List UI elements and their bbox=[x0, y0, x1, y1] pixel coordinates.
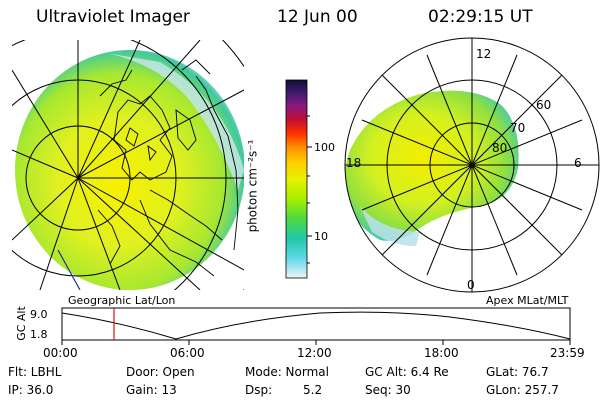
status-glat: GLat: 76.7 bbox=[486, 365, 549, 379]
status-filter: Flt: LBHL bbox=[8, 365, 62, 379]
altitude-xtick-3: 18:00 bbox=[424, 346, 459, 360]
mlt-label-18: 18 bbox=[346, 156, 362, 170]
status-gc-alt: GC Alt: 6.4 Re bbox=[365, 365, 449, 379]
status-door: Door: Open bbox=[126, 365, 195, 379]
date-label: 12 Jun 00 bbox=[277, 7, 358, 27]
colorbar-unit-label: photon cm⁻²s⁻¹ bbox=[245, 139, 260, 233]
altitude-plot bbox=[61, 307, 571, 345]
status-glon: GLon: 257.7 bbox=[486, 383, 559, 397]
colorbar-ticks bbox=[307, 115, 312, 264]
polar-caption: Apex MLat/MLT bbox=[486, 294, 569, 307]
instrument-title: Ultraviolet Imager bbox=[36, 7, 190, 27]
mlt-label-0: 0 bbox=[467, 278, 475, 292]
mlt-label-6: 6 bbox=[574, 156, 582, 170]
altitude-xtick-2: 12:00 bbox=[297, 346, 332, 360]
altitude-ytick-low: 1.8 bbox=[30, 328, 48, 341]
mlat-label-60: 60 bbox=[536, 98, 552, 112]
colorbar-tick-10: 10 bbox=[314, 230, 328, 243]
status-mode: Mode: Normal bbox=[245, 365, 329, 379]
status-dsp-value: 5.2 bbox=[303, 383, 323, 397]
map-caption: Geographic Lat/Lon bbox=[68, 294, 176, 307]
colorbar-tick-100: 100 bbox=[314, 141, 335, 154]
mlat-label-80: 80 bbox=[492, 141, 508, 155]
colorbar bbox=[285, 79, 308, 279]
altitude-xtick-4: 23:59 bbox=[550, 346, 585, 360]
mlt-label-12: 12 bbox=[476, 47, 492, 61]
altitude-xtick-1: 06:00 bbox=[170, 346, 205, 360]
altitude-curve bbox=[61, 311, 571, 340]
altitude-ylabel: GC Alt bbox=[14, 306, 28, 341]
status-dsp-label: Dsp: bbox=[245, 383, 273, 397]
geographic-map bbox=[12, 40, 244, 290]
mlat-label-70: 70 bbox=[510, 121, 526, 135]
time-label: 02:29:15 UT bbox=[428, 7, 533, 27]
altitude-xtick-0: 00:00 bbox=[43, 346, 78, 360]
status-seq: Seq: 30 bbox=[365, 383, 411, 397]
status-ip: IP: 36.0 bbox=[8, 383, 54, 397]
polar-plot bbox=[344, 37, 600, 293]
altitude-ytick-high: 9.0 bbox=[30, 308, 48, 321]
status-gain: Gain: 13 bbox=[126, 383, 177, 397]
